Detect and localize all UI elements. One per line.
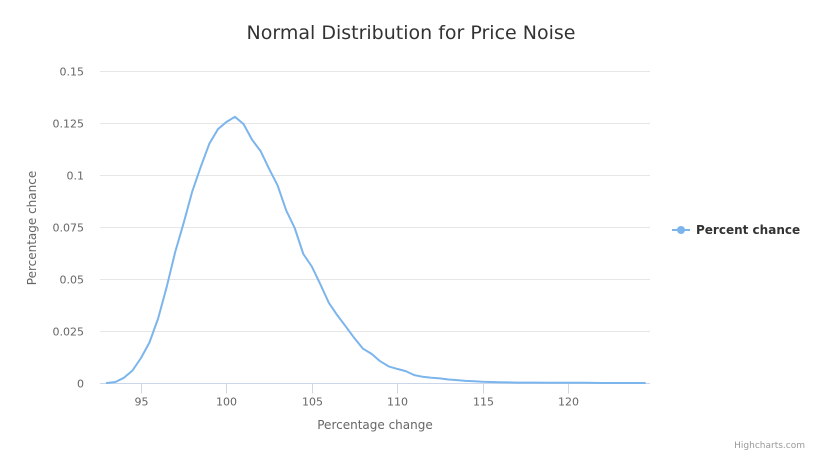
legend-item-label[interactable]: Percent chance	[696, 223, 800, 237]
x-tick-label: 95	[135, 396, 149, 409]
series-layer	[105, 115, 646, 384]
credits-link[interactable]: Highcharts.com	[734, 441, 805, 451]
series-line[interactable]	[105, 115, 646, 384]
x-tick-label: 115	[473, 396, 494, 409]
y-tick-label: 0.1	[67, 170, 85, 183]
y-tick-label: 0.15	[60, 66, 85, 79]
grid-lines	[100, 71, 650, 332]
y-axis-title: Percentage chance	[25, 171, 39, 285]
x-tick-label: 100	[216, 396, 237, 409]
x-axis-title: Percentage change	[317, 418, 432, 432]
axes: 0 0.025 0.05 0.075 0.1 0.125 0.15 95 100 105 110 11…	[53, 66, 650, 409]
chart-title: Normal Distribution for Price Noise	[247, 22, 576, 44]
legend[interactable]: Percent chance	[672, 223, 800, 237]
y-tick-label: 0.125	[53, 118, 85, 131]
x-tick-label: 105	[302, 396, 323, 409]
y-tick-label: 0	[77, 378, 84, 391]
legend-marker-symbol	[677, 226, 685, 234]
y-tick-label: 0.025	[53, 326, 85, 339]
x-tick-label: 120	[558, 396, 579, 409]
y-tick-label: 0.05	[60, 274, 85, 287]
y-tick-label: 0.075	[53, 222, 85, 235]
x-tick-label: 110	[387, 396, 408, 409]
